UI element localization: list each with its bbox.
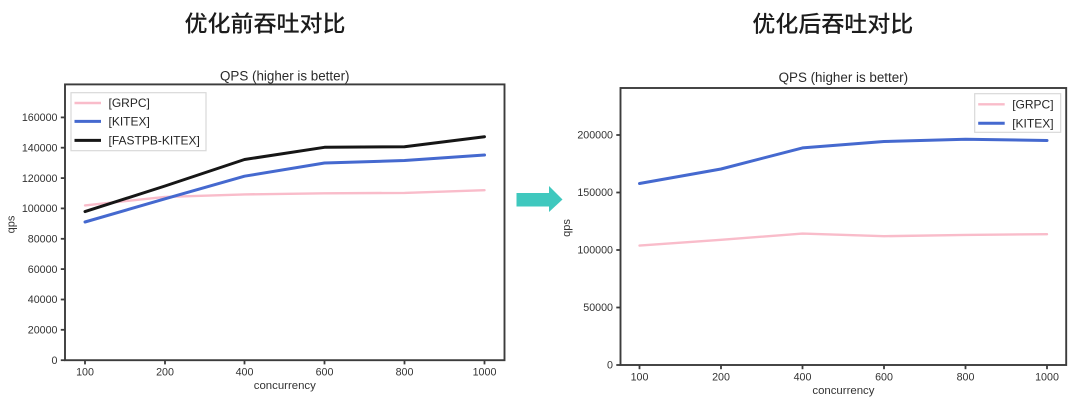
svg-text:150000: 150000 <box>577 187 613 199</box>
svg-text:600: 600 <box>316 367 334 379</box>
svg-text:400: 400 <box>236 367 254 379</box>
svg-text:1000: 1000 <box>473 367 497 379</box>
svg-text:200: 200 <box>156 367 174 379</box>
svg-text:200: 200 <box>712 371 730 383</box>
svg-text:[FASTPB-KITEX]: [FASTPB-KITEX] <box>109 134 200 148</box>
svg-text:100: 100 <box>76 367 94 379</box>
svg-text:40000: 40000 <box>28 294 58 306</box>
svg-text:QPS (higher is better): QPS (higher is better) <box>220 68 350 83</box>
svg-text:0: 0 <box>607 360 613 372</box>
svg-text:100000: 100000 <box>577 245 613 257</box>
svg-text:120000: 120000 <box>22 173 58 185</box>
svg-text:600: 600 <box>875 371 893 383</box>
svg-text:100000: 100000 <box>22 203 58 215</box>
svg-text:concurrency: concurrency <box>812 385 874 397</box>
svg-text:50000: 50000 <box>583 302 613 314</box>
svg-text:200000: 200000 <box>577 130 613 142</box>
svg-text:160000: 160000 <box>22 112 58 124</box>
svg-text:800: 800 <box>957 371 975 383</box>
svg-text:20000: 20000 <box>28 325 58 337</box>
svg-text:400: 400 <box>794 371 812 383</box>
svg-text:1000: 1000 <box>1035 371 1059 383</box>
svg-text:qps: qps <box>561 219 573 237</box>
svg-text:[GRPC]: [GRPC] <box>109 96 150 110</box>
svg-text:140000: 140000 <box>22 142 58 154</box>
svg-text:0: 0 <box>52 355 58 367</box>
svg-text:[KITEX]: [KITEX] <box>1012 116 1053 130</box>
svg-text:[GRPC]: [GRPC] <box>1012 97 1053 111</box>
svg-text:[KITEX]: [KITEX] <box>109 115 150 129</box>
svg-text:QPS (higher is better): QPS (higher is better) <box>779 70 909 85</box>
svg-text:800: 800 <box>396 367 414 379</box>
svg-text:concurrency: concurrency <box>254 380 316 392</box>
svg-text:100: 100 <box>631 371 649 383</box>
svg-text:qps: qps <box>5 215 17 233</box>
svg-text:80000: 80000 <box>28 234 58 246</box>
svg-text:60000: 60000 <box>28 264 58 276</box>
